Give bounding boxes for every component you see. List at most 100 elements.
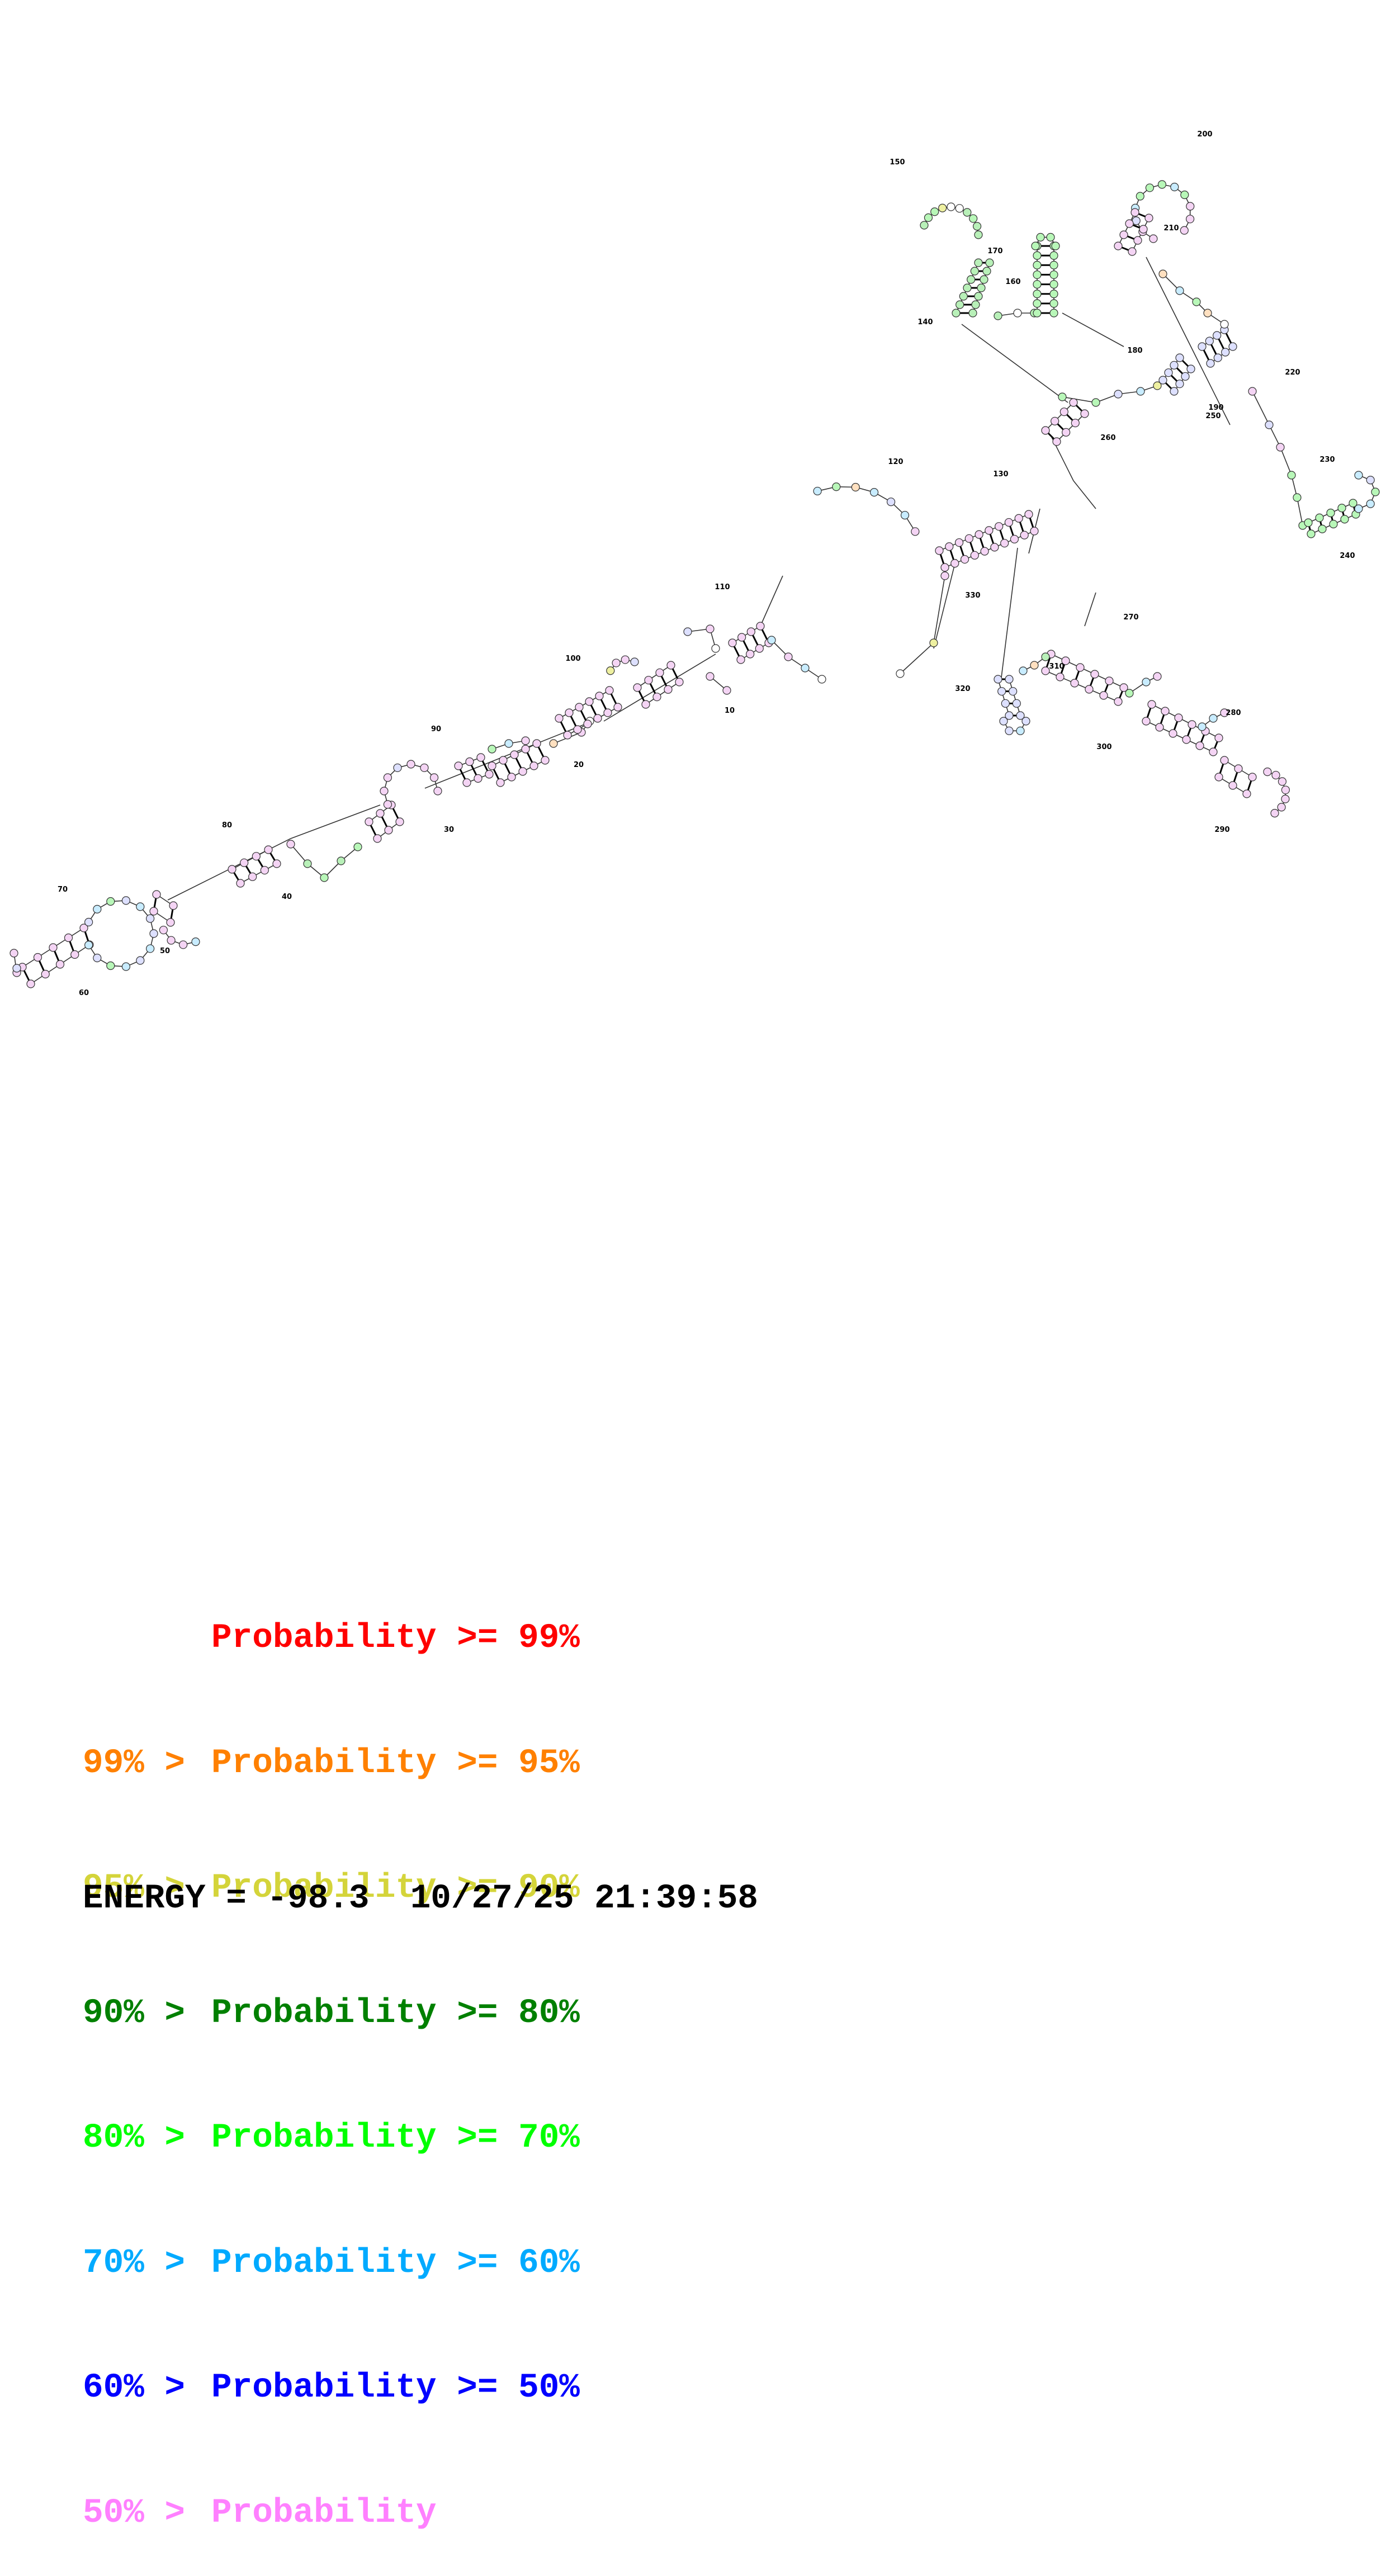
nucleotide [1030,661,1039,670]
nucleotide [1005,675,1014,684]
nucleotide [1041,652,1050,661]
index-label: 330 [965,591,980,600]
nucleotide [1049,251,1058,260]
nucleotide [563,731,572,740]
nucleotide [1220,320,1229,329]
nucleotide [1164,368,1173,377]
nucleotide [149,929,158,938]
nucleotide [1337,504,1346,513]
nucleotide [722,686,731,695]
nucleotide [1174,713,1183,722]
nucleotide [1061,656,1070,665]
nucleotide [746,650,755,659]
nucleotide [1046,233,1055,242]
nucleotide [633,683,642,692]
legend-row-5: 80% > Probability >= 70% [83,2118,580,2160]
nucleotide [532,739,541,748]
legend-label: Probability [211,1619,437,1658]
index-label: 80 [222,821,232,830]
index-label: 50 [160,947,170,955]
nucleotide [1270,809,1279,818]
index-label: 250 [1205,412,1221,420]
legend-prefix: 99% > [83,1744,186,1783]
nucleotide [518,767,527,776]
nucleotide [1366,499,1375,508]
index-label: 240 [1340,552,1355,560]
nucleotide [1170,387,1179,396]
nucleotide [240,858,249,867]
nucleotide [1304,518,1313,527]
nucleotide [462,778,471,787]
index-label: 230 [1319,456,1335,464]
nucleotide [995,522,1004,531]
nucleotide [1114,390,1123,399]
index-label: 10 [725,707,735,715]
svg-text:320: 320 [955,685,970,693]
index-label: 260 [1100,434,1115,442]
nucleotide [606,666,615,675]
index-label: 200 [1197,130,1212,139]
index-label: 110 [715,583,730,591]
nucleotide [887,498,896,506]
nucleotide [655,668,664,677]
legend-row-6: 70% > Probability >= 60% [83,2243,580,2285]
nucleotide [1033,290,1042,299]
nucleotide [1085,685,1094,694]
legend-label: Probability [211,1993,437,2033]
nucleotide [1033,251,1042,260]
nucleotide [784,652,793,661]
index-label: 130 [993,470,1008,479]
nucleotide [507,773,516,782]
nucleotide [630,657,639,666]
nucleotide [12,964,21,973]
nucleotide [1228,342,1237,351]
svg-text:20: 20 [574,761,584,769]
index-label: 290 [1214,826,1229,834]
nucleotide [1366,476,1375,485]
nucleotide [93,954,102,963]
nucleotide [1188,720,1196,729]
nucleotide [997,687,1006,696]
svg-text:70: 70 [58,886,68,894]
nucleotide [675,678,684,686]
nucleotide [952,309,961,318]
nucleotide [832,482,841,491]
legend-label: Probability [211,2119,437,2157]
nucleotide [1033,299,1042,308]
nucleotide [1069,398,1078,407]
nucleotide [496,778,505,787]
svg-text:290: 290 [1214,826,1229,834]
nucleotide [169,901,178,910]
nucleotide [1033,270,1042,280]
nucleotide [1062,428,1071,437]
nucleotide [971,300,980,309]
nucleotide [1161,707,1170,716]
nucleotide [1307,529,1316,538]
nucleotide [1041,426,1050,435]
nucleotide [970,267,979,276]
nucleotide [1155,723,1164,732]
nucleotide [940,563,949,572]
nucleotide [433,787,442,795]
nucleotide [1119,230,1128,239]
nucleotide [1153,672,1162,681]
legend-suffix: >= 95% [457,1744,580,1783]
nucleotide [959,292,968,301]
nucleotide [549,739,558,748]
nucleotide [1221,348,1230,357]
nucleotide [521,736,530,745]
nucleotide [950,559,959,568]
nucleotide [79,924,88,932]
nucleotide [26,979,35,988]
nucleotide [1058,392,1067,401]
nucleotide [1329,519,1338,529]
nucleotide [454,761,463,770]
nucleotide [947,202,955,211]
nucleotide [963,283,972,292]
nucleotide [191,937,200,946]
svg-text:280: 280 [1226,709,1241,717]
svg-text:250: 250 [1205,412,1221,420]
nucleotide [1056,673,1065,681]
nucleotide [736,655,745,664]
nucleotide [1119,683,1128,692]
